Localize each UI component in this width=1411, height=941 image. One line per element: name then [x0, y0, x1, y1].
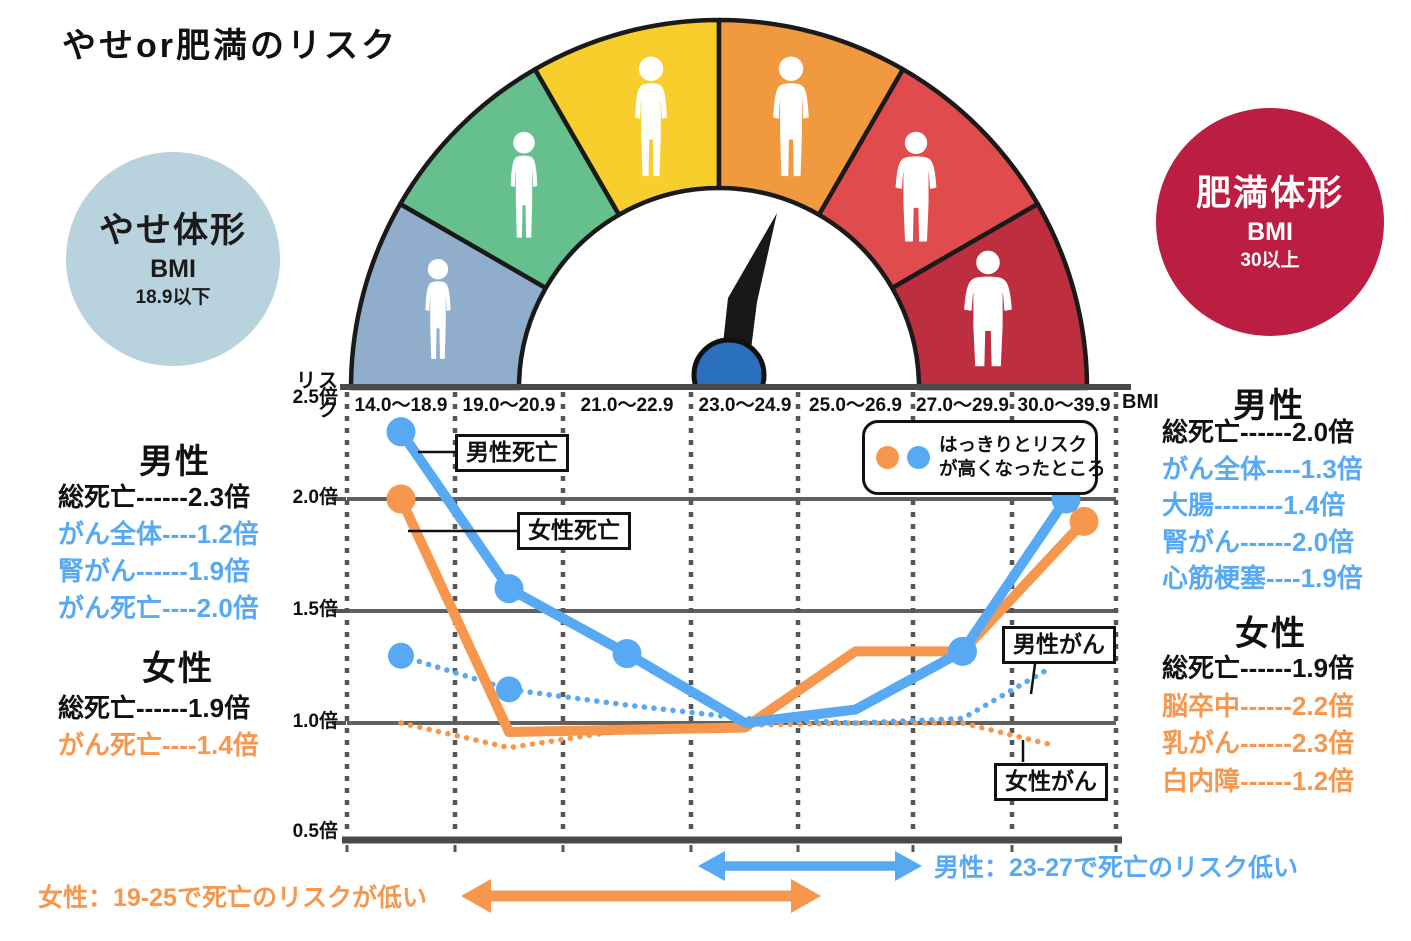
- y-tick-label: 1.5倍: [292, 599, 338, 620]
- left-female-stat-item: がん死亡----1.4倍: [58, 730, 259, 760]
- y-tick-label: 2.0倍: [292, 487, 338, 508]
- x-tick-label: 27.0〜29.9: [916, 395, 1009, 416]
- obese-body-label: 肥満体形: [1195, 173, 1344, 213]
- bmi-gauge: [348, 17, 1090, 391]
- person-icon: [773, 56, 809, 177]
- left-female-stat-item: 総死亡------1.9倍: [58, 693, 251, 723]
- y-tick-label: 2.5倍: [292, 387, 338, 408]
- x-tick-label: 25.0〜26.9: [809, 395, 902, 416]
- x-axis-unit: BMI: [1122, 391, 1159, 413]
- right-female-stat-item: 白内障------1.2倍: [1162, 765, 1355, 796]
- female-range-arrow: [461, 879, 821, 913]
- male-cancer-line-label: 男性がん: [1002, 626, 1116, 664]
- series-male-mortality-marker: [386, 417, 416, 447]
- x-tick-label: 14.0〜18.9: [354, 395, 448, 416]
- series-male-mortality-marker: [948, 636, 977, 666]
- left-male-stat-item: 腎がん------1.9倍: [58, 556, 251, 586]
- y-tick-label: 0.5倍: [292, 821, 338, 842]
- left-panel-female-title: 女性: [142, 650, 214, 688]
- person-icon: [895, 131, 937, 242]
- right-panel-male-title: 男性: [1233, 387, 1305, 425]
- person-icon: [635, 56, 667, 177]
- male-mortality-line-label: 男性死亡: [455, 434, 569, 472]
- right-male-stat-item: がん全体----1.3倍: [1162, 453, 1363, 484]
- page-title: やせor肥満のリスク: [62, 27, 398, 65]
- right-female-stat-item: 乳がん------2.3倍: [1162, 728, 1355, 758]
- series-male-cancer-marker: [496, 676, 522, 703]
- obese-body-range: 30以上: [1240, 249, 1300, 271]
- legend-blue-dot-icon: [907, 446, 930, 469]
- male-low-risk-range-note: 男性：23-27で死亡のリスク低い: [934, 854, 1298, 882]
- left-male-stat-item: 総死亡------2.3倍: [58, 482, 251, 512]
- obese-body-badge: 肥満体形 BMI 30以上: [1156, 108, 1384, 336]
- series-male-mortality-marker: [494, 574, 524, 604]
- right-female-stat-item: 脳卒中------2.2倍: [1162, 690, 1355, 721]
- person-icon: [425, 258, 451, 359]
- legend-text-line2: が高くなったところ: [939, 458, 1106, 480]
- x-tick-label: 23.0〜24.9: [698, 395, 792, 416]
- chart-legend: はっきりとリスク が高くなったところ: [862, 420, 1106, 495]
- female-cancer-line-label: 女性がん: [994, 763, 1108, 801]
- legend-orange-dot-icon: [876, 446, 899, 469]
- left-male-stat-item: がん全体----1.2倍: [58, 519, 259, 549]
- right-panel-female-title: 女性: [1235, 615, 1307, 653]
- obese-body-bmi: BMI: [1247, 218, 1293, 247]
- series-female-mortality-marker: [386, 484, 416, 514]
- left-male-stat-item: がん死亡----2.0倍: [58, 593, 259, 623]
- thin-body-bmi: BMI: [150, 255, 196, 284]
- label-connector: [1029, 663, 1037, 695]
- x-tick-label: 21.0〜22.9: [580, 395, 674, 416]
- person-icon: [510, 131, 538, 238]
- right-male-stat-item: 大腸--------1.4倍: [1162, 490, 1346, 520]
- x-tick-label: 30.0〜39.9: [1017, 395, 1111, 416]
- series-male-mortality-marker: [612, 639, 642, 669]
- gauge-hub: [691, 337, 767, 388]
- y-axis-title: リスク: [296, 370, 340, 421]
- thin-body-badge: やせ体形 BMI 18.9以下: [66, 152, 280, 366]
- legend-text: はっきりとリスク が高くなったところ: [939, 433, 1106, 481]
- series-female-mortality-marker: [1069, 506, 1099, 536]
- series-male-cancer-marker: [388, 642, 414, 669]
- right-female-stat-item: 総死亡------1.9倍: [1162, 653, 1355, 683]
- female-low-risk-range-note: 女性：19-25で死亡のリスクが低い: [38, 884, 427, 912]
- female-mortality-line-label: 女性死亡: [517, 512, 631, 550]
- y-tick-label: 1.0倍: [292, 711, 338, 732]
- person-icon: [964, 250, 1012, 367]
- thin-body-range: 18.9以下: [135, 286, 211, 308]
- male-range-arrow: [698, 851, 922, 881]
- legend-text-line1: はっきりとリスク: [939, 434, 1088, 455]
- thin-body-label: やせ体形: [98, 210, 247, 250]
- x-tick-label: 19.0〜20.9: [462, 395, 556, 416]
- left-panel-male-title: 男性: [139, 443, 211, 481]
- right-male-stat-item: 総死亡------2.0倍: [1162, 417, 1355, 447]
- right-male-stat-item: 心筋梗塞----1.9倍: [1162, 563, 1363, 593]
- right-male-stat-item: 腎がん------2.0倍: [1162, 526, 1355, 557]
